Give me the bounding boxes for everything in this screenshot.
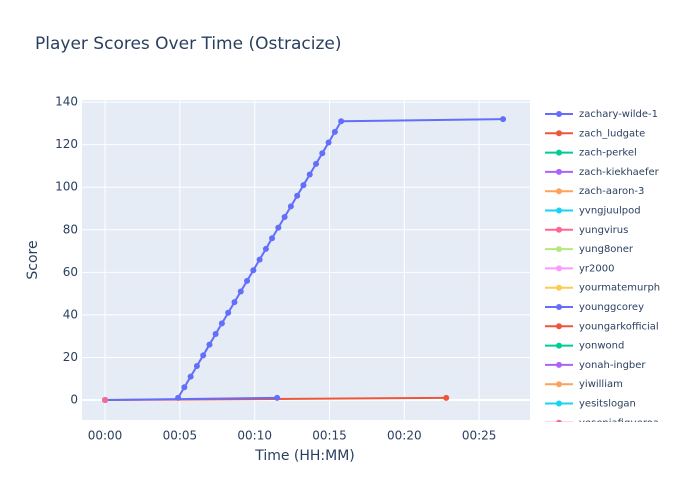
legend-marker	[556, 149, 562, 156]
data-point	[250, 267, 257, 274]
data-point	[225, 309, 232, 316]
legend-label: yung8oner	[579, 244, 634, 255]
data-point	[269, 235, 276, 242]
legend-label: yonwond	[579, 341, 624, 352]
legend-label: yr2000	[579, 263, 614, 274]
x-tick-label: 00:05	[163, 429, 198, 443]
data-point	[331, 128, 338, 135]
series-line	[105, 396, 278, 401]
data-point	[306, 171, 313, 178]
legend-marker	[556, 207, 562, 214]
legend-label: yonah-ingber	[579, 360, 646, 371]
y-tick-label: 40	[63, 307, 78, 321]
y-tick-label: 20	[63, 350, 78, 364]
data-point	[218, 320, 225, 327]
data-point	[187, 373, 194, 380]
legend-marker	[556, 342, 562, 349]
legend-marker	[556, 284, 562, 291]
legend-marker	[556, 361, 562, 368]
x-tick-label: 00:20	[387, 429, 422, 443]
data-point	[181, 384, 188, 391]
legend-label: zach-perkel	[579, 148, 637, 159]
data-point	[300, 182, 307, 189]
x-tick-label: 00:00	[88, 429, 123, 443]
legend-marker	[556, 304, 562, 310]
y-tick-label: 60	[63, 265, 78, 279]
series-line	[177, 118, 504, 399]
legend-label: zach-kiekhaefer	[579, 167, 660, 178]
legend-label: zach_ludgate	[579, 128, 645, 139]
x-tick-label: 00:15	[312, 429, 347, 443]
y-axis-label: Score	[25, 240, 41, 279]
data-point	[325, 139, 332, 146]
legend-marker	[556, 400, 562, 407]
data-point	[212, 331, 219, 338]
legend-label: yourmatemurph	[579, 283, 660, 294]
y-tick-label: 120	[55, 137, 78, 151]
legend-label: zachary-wilde-1	[579, 109, 658, 120]
data-point	[281, 214, 288, 221]
y-tick-label: 80	[63, 222, 78, 236]
data-point	[200, 352, 207, 359]
data-point	[275, 224, 282, 231]
y-tick-label: 0	[70, 393, 78, 407]
legend-label: yiwilliam	[579, 379, 623, 390]
data-point	[102, 397, 109, 403]
data-point	[443, 394, 450, 401]
legend-label: yvngjuulpod	[579, 206, 641, 217]
data-point	[231, 299, 238, 306]
legend-marker	[556, 323, 562, 330]
data-point	[244, 277, 251, 284]
data-point	[338, 118, 345, 125]
data-point	[237, 288, 244, 295]
legend-marker	[556, 265, 562, 272]
data-point	[313, 160, 320, 167]
legend-marker	[556, 168, 562, 175]
plot-area	[82, 100, 530, 420]
data-point	[206, 341, 213, 348]
legend-marker	[556, 381, 562, 388]
data-point	[274, 394, 281, 401]
y-tick-label: 100	[55, 180, 78, 194]
legend-label: yungvirus	[579, 225, 628, 236]
data-point	[319, 150, 326, 157]
x-tick-label: 00:10	[237, 429, 272, 443]
legend-label: zach-aaron-3	[579, 186, 644, 197]
data-point	[193, 362, 200, 369]
data-point	[500, 116, 507, 123]
legend-marker	[556, 188, 562, 195]
y-tick-label: 140	[55, 95, 78, 109]
data-point	[262, 245, 269, 252]
legend-marker	[556, 419, 562, 422]
legend-marker	[556, 130, 562, 137]
legend-label: yesitslogan	[579, 399, 636, 410]
legend-label: youngarkofficial	[579, 321, 659, 332]
legend-marker	[556, 246, 562, 253]
x-axis-label: Time (HH:MM)	[254, 448, 355, 464]
x-tick-label: 00:25	[462, 429, 497, 443]
legend-label: younggcorey	[579, 302, 644, 313]
data-point	[287, 203, 294, 210]
legend-marker	[556, 226, 562, 233]
data-point	[294, 192, 301, 199]
data-point	[256, 256, 263, 263]
chart-title: Player Scores Over Time (Ostracize)	[35, 34, 342, 54]
legend-label: yesenjafigueroa	[579, 418, 659, 429]
legend-marker	[556, 111, 562, 117]
